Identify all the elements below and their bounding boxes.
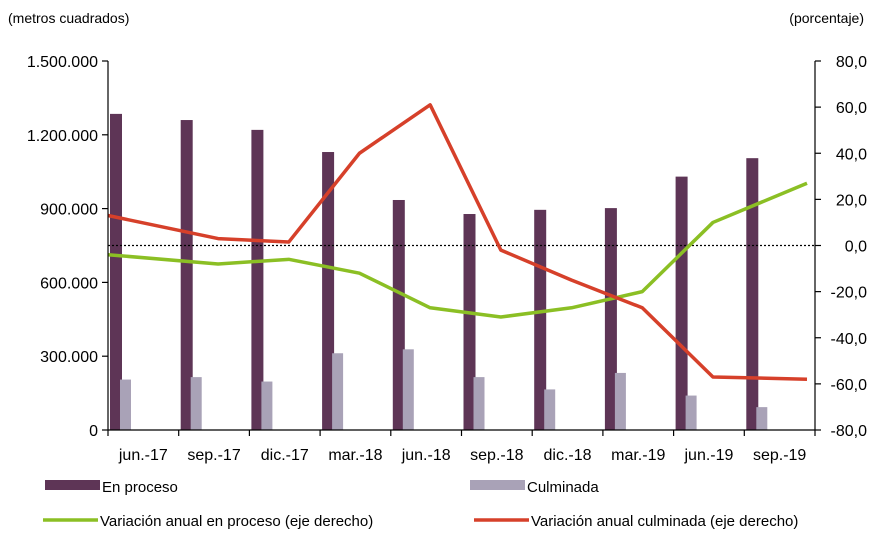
- bar-culminada: [756, 407, 768, 430]
- legend-label-variacion-culminada: Variación anual culminada (eje derecho): [531, 513, 798, 530]
- right-tick-label: 80,0: [836, 54, 867, 71]
- bar-en-proceso: [675, 176, 688, 430]
- bar-en-proceso: [251, 129, 264, 430]
- bar-culminada: [120, 379, 131, 430]
- x-ticks: jun.-17 sep.-17 dic.-17 mar.-18 jun.-18 sep.-…: [107, 430, 816, 464]
- lines: [107, 103, 808, 382]
- bar-culminada: [332, 353, 344, 430]
- left-tick-label: 1.200.000: [27, 128, 98, 145]
- x-tick-label: jun.-19: [683, 447, 733, 464]
- bar-en-proceso: [110, 113, 122, 430]
- x-tick-label: jun.-18: [401, 447, 451, 464]
- right-tick-label: -40,0: [831, 331, 868, 348]
- legend-swatch-en-proceso: [45, 480, 100, 490]
- x-tick-label: dic.-17: [261, 447, 309, 464]
- line-variacion-anual-en-proceso-eje-derecho: [107, 181, 808, 319]
- bar-en-proceso: [180, 120, 193, 430]
- left-tick-label: 1.500.000: [27, 54, 98, 71]
- bar-culminada: [473, 377, 485, 430]
- left-tick-label: 0: [89, 423, 98, 440]
- bars: [110, 113, 768, 431]
- bar-en-proceso: [746, 158, 759, 431]
- right-tick-label: 20,0: [836, 192, 867, 209]
- bar-culminada: [685, 395, 697, 430]
- x-tick-label: dic.-18: [544, 447, 592, 464]
- right-tick-label: 40,0: [836, 146, 867, 163]
- legend-label-en-proceso: En proceso: [102, 479, 178, 496]
- bar-culminada: [190, 377, 202, 430]
- left-tick-label: 600.000: [40, 275, 98, 292]
- left-ticks: 0 300.000 600.000 900.000 1.200.000 1.500.000: [27, 54, 108, 440]
- right-tick-label: 0,0: [845, 239, 867, 256]
- left-axis-title: (metros cuadrados): [8, 10, 129, 26]
- bar-culminada: [614, 372, 626, 430]
- legend-label-variacion-en-proceso: Variación anual en proceso (eje derecho): [100, 513, 373, 530]
- right-tick-label: -80,0: [831, 423, 868, 440]
- line-variacion-anual-culminada-eje-derecho: [107, 103, 808, 382]
- x-tick-label: mar.-19: [611, 447, 665, 464]
- x-tick-label: jun.-17: [118, 447, 168, 464]
- bar-en-proceso: [322, 152, 335, 430]
- right-ticks: -80,0 -60,0 -40,0 -20,0 0,0 20,0 40,0 60,0 80,0: [815, 54, 867, 440]
- x-tick-label: sep.-17: [187, 447, 240, 464]
- legend: En proceso Culminada Variación anual en …: [43, 479, 798, 530]
- bar-en-proceso: [604, 208, 617, 430]
- right-tick-label: -20,0: [831, 285, 868, 302]
- left-tick-label: 300.000: [40, 349, 98, 366]
- x-tick-label: mar.-18: [328, 447, 382, 464]
- x-tick-label: sep.-19: [753, 447, 806, 464]
- bar-en-proceso: [463, 214, 476, 430]
- right-tick-label: 60,0: [836, 100, 867, 117]
- bar-culminada: [402, 349, 414, 430]
- right-tick-label: -60,0: [831, 377, 868, 394]
- bar-culminada: [544, 389, 556, 430]
- x-tick-label: sep.-18: [470, 447, 523, 464]
- right-axis-title: (porcentaje): [789, 10, 864, 26]
- bar-culminada: [261, 381, 273, 430]
- legend-swatch-culminada: [470, 480, 525, 490]
- legend-label-culminada: Culminada: [527, 479, 599, 496]
- left-tick-label: 900.000: [40, 202, 98, 219]
- bar-en-proceso: [392, 199, 405, 430]
